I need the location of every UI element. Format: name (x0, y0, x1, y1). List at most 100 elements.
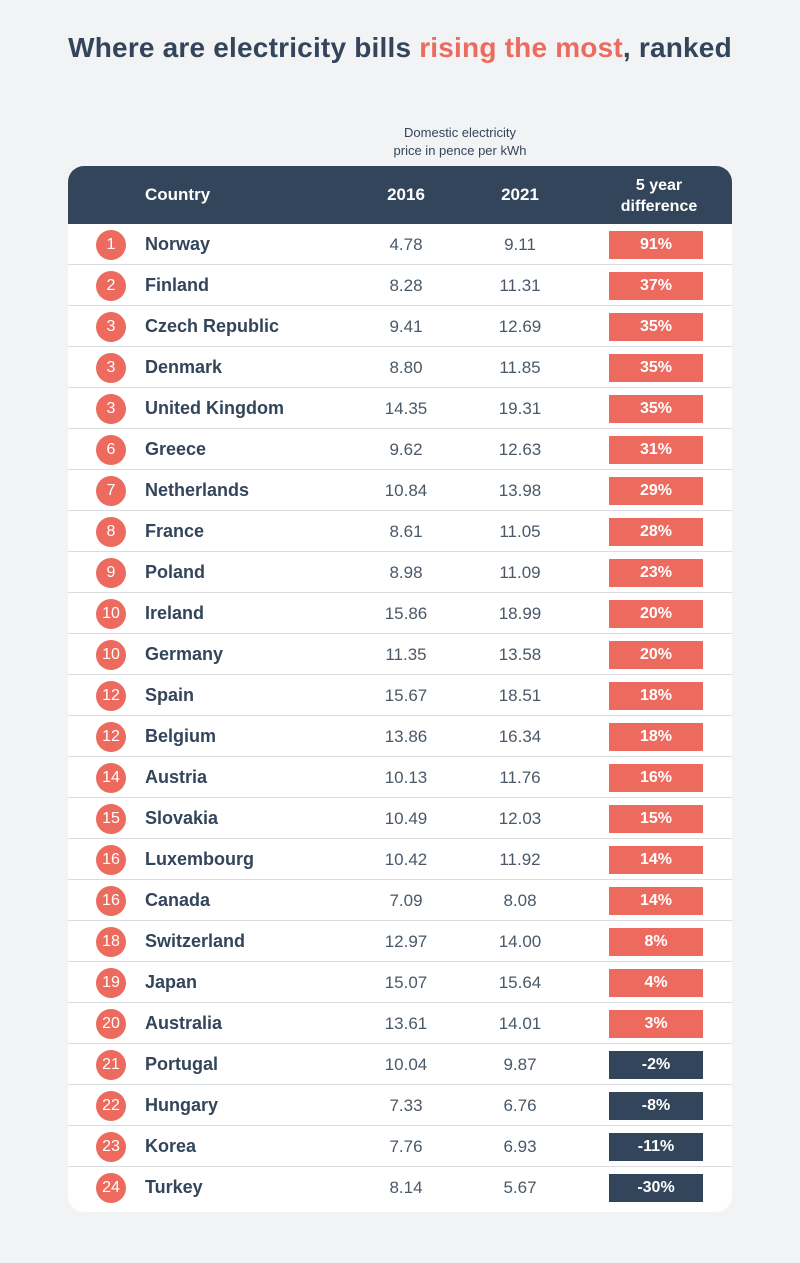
country-name: Hungary (145, 1095, 219, 1115)
difference-badge: 15% (609, 805, 703, 833)
header-2021: 2021 (501, 185, 539, 204)
difference-badge: 37% (609, 272, 703, 300)
price-2021: 8.08 (503, 891, 537, 910)
difference-badge: 3% (609, 1010, 703, 1038)
price-2021: 11.31 (499, 276, 541, 295)
table-row: 3 Denmark 8.80 11.85 35% (68, 347, 732, 388)
price-2016: 8.80 (389, 358, 423, 377)
rank-badge: 19 (96, 968, 126, 998)
row-divider (68, 469, 732, 470)
price-2021: 16.34 (498, 727, 542, 746)
country-name: Korea (145, 1136, 197, 1156)
difference-badge: 35% (609, 395, 703, 423)
difference-badge: 18% (609, 682, 703, 710)
table-row: 24 Turkey 8.14 5.67 -30% (68, 1167, 732, 1208)
row-divider (68, 1002, 732, 1003)
country-name: Canada (145, 890, 211, 910)
title-suffix: , ranked (622, 32, 732, 63)
country-name: Japan (145, 972, 198, 992)
difference-badge: -8% (609, 1092, 703, 1120)
table-row: 6 Greece 9.62 12.63 31% (68, 429, 732, 470)
price-2021: 11.85 (499, 358, 541, 377)
title-prefix: Where are electricity bills (68, 32, 420, 63)
table-row: 1 Norway 4.78 9.11 91% (68, 224, 732, 265)
row-divider (68, 428, 732, 429)
country-name: Australia (145, 1013, 223, 1033)
country-name: Slovakia (145, 808, 219, 828)
price-2021: 13.98 (498, 481, 542, 500)
price-2021: 14.01 (498, 1014, 542, 1033)
page-title: Where are electricity bills rising the m… (0, 32, 800, 64)
price-2016: 9.41 (389, 317, 423, 336)
difference-badge: 31% (609, 436, 703, 464)
country-name: Poland (145, 562, 206, 582)
country-name: Luxembourg (145, 849, 255, 869)
country-name: Switzerland (145, 931, 246, 951)
table-row: 21 Portugal 10.04 9.87 -2% (68, 1044, 732, 1085)
price-2016: 7.76 (389, 1137, 423, 1156)
row-divider (68, 633, 732, 634)
rank-badge: 12 (96, 681, 126, 711)
price-2021: 11.76 (499, 768, 541, 787)
difference-badge: 28% (609, 518, 703, 546)
country-name: Netherlands (145, 480, 250, 500)
difference-badge: 4% (609, 969, 703, 997)
price-2021: 12.03 (498, 809, 542, 828)
price-2016: 10.49 (384, 809, 428, 828)
row-divider (68, 961, 732, 962)
header-difference: 5 year difference (604, 175, 714, 217)
header-2016: 2016 (387, 185, 425, 204)
table-row: 12 Spain 15.67 18.51 18% (68, 675, 732, 716)
row-divider (68, 346, 732, 347)
price-2021: 12.69 (498, 317, 542, 336)
row-divider (68, 674, 732, 675)
table-row: 10 Ireland 15.86 18.99 20% (68, 593, 732, 634)
price-2021: 6.76 (503, 1096, 537, 1115)
units-caption-line2: price in pence per kWh (393, 143, 527, 158)
table-row: 19 Japan 15.07 15.64 4% (68, 962, 732, 1003)
price-2016: 4.78 (389, 235, 423, 254)
country-name: France (145, 521, 205, 541)
table-row: 16 Canada 7.09 8.08 14% (68, 880, 732, 921)
country-name: United Kingdom (145, 398, 284, 418)
rank-badge: 14 (96, 763, 126, 793)
price-2021: 11.09 (499, 563, 541, 582)
table-row: 20 Australia 13.61 14.01 3% (68, 1003, 732, 1044)
row-divider (68, 551, 732, 552)
rank-badge: 10 (96, 599, 126, 629)
price-2021: 12.63 (498, 440, 542, 459)
rank-badge: 20 (96, 1009, 126, 1039)
price-2016: 7.33 (389, 1096, 423, 1115)
rank-badge: 12 (96, 722, 126, 752)
price-2021: 9.11 (504, 235, 536, 254)
header-difference-line2: difference (620, 198, 698, 215)
rank-badge: 7 (96, 476, 126, 506)
table-row: 23 Korea 7.76 6.93 -11% (68, 1126, 732, 1167)
country-name: Czech Republic (145, 316, 280, 336)
row-divider (68, 1043, 732, 1044)
price-2021: 19.31 (498, 399, 542, 418)
price-2016: 8.14 (389, 1178, 423, 1197)
difference-badge: 23% (609, 559, 703, 587)
table-row: 16 Luxembourg 10.42 11.92 14% (68, 839, 732, 880)
difference-badge: 20% (609, 641, 703, 669)
row-divider (68, 756, 732, 757)
country-name: Spain (145, 685, 195, 705)
country-name: Belgium (145, 726, 217, 746)
rank-badge: 22 (96, 1091, 126, 1121)
header-difference-line1: 5 year (635, 177, 683, 194)
table-row: 18 Switzerland 12.97 14.00 8% (68, 921, 732, 962)
table-row: 2 Finland 8.28 11.31 37% (68, 265, 732, 306)
difference-badge: 29% (609, 477, 703, 505)
units-caption: Domestic electricity price in pence per … (380, 124, 540, 160)
price-2016: 9.62 (389, 440, 423, 459)
country-name: Germany (145, 644, 224, 664)
rank-badge: 23 (96, 1132, 126, 1162)
price-2016: 13.61 (384, 1014, 428, 1033)
row-divider (68, 1166, 732, 1167)
rank-badge: 10 (96, 640, 126, 670)
ranking-table: Country 2016 2021 5 year difference 1 Nor… (68, 166, 732, 1212)
row-divider (68, 387, 732, 388)
difference-badge: 35% (609, 313, 703, 341)
table-header: Country 2016 2021 5 year difference (68, 166, 732, 224)
